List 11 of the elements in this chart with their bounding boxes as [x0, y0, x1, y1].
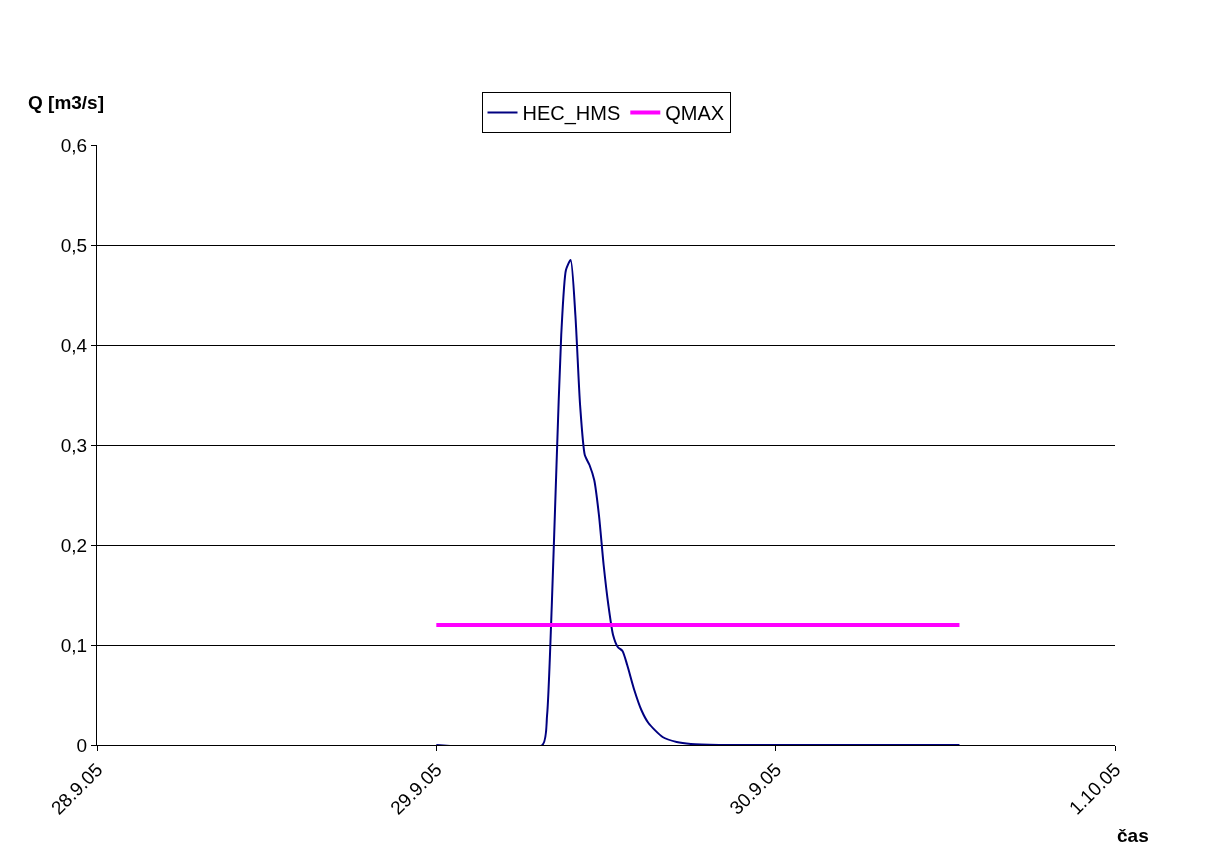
y-tick-label: 0 — [76, 734, 88, 756]
y-tick-label: 0,1 — [60, 634, 88, 656]
y-tick-label: 0,3 — [60, 434, 88, 456]
y-tick-label: 0,6 — [60, 134, 88, 156]
legend-label: HEC_HMS — [522, 102, 621, 126]
y-tick-label: 0,4 — [60, 334, 88, 356]
legend-label: QMAX — [665, 102, 725, 125]
x-axis-title: čas — [1117, 825, 1149, 843]
y-tick-label: 0,5 — [60, 234, 88, 256]
y-axis-title: Q [m3/s] — [28, 92, 105, 113]
y-tick-label: 0,2 — [60, 534, 88, 556]
